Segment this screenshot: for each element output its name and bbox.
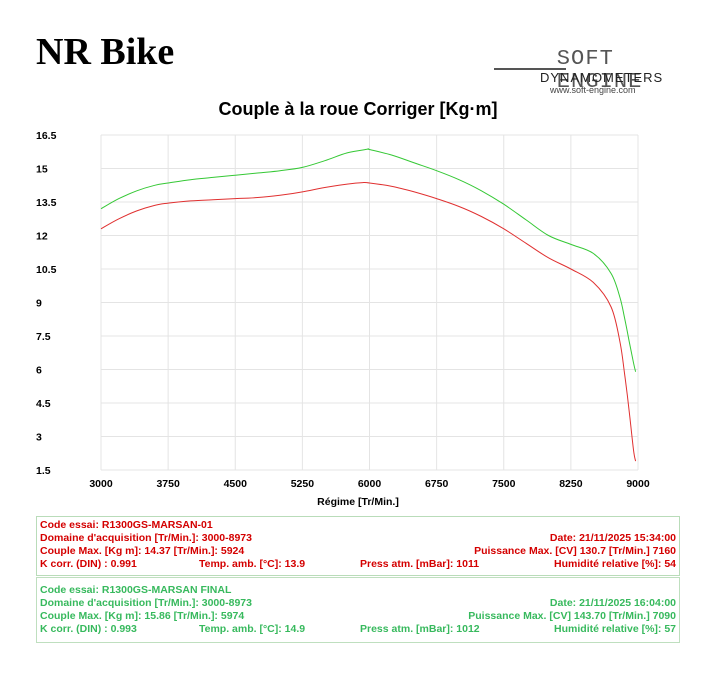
run-1-temp: Temp. amb. [°C]: 13.9: [199, 558, 306, 570]
y-axis-ticks: 16.5 15 13.5 12 10.5 9 7.5 6 4.5 3 1.5: [36, 130, 57, 477]
run-2-press: Press atm. [mBar]: 1012: [360, 623, 480, 635]
run-1-kcorr: K corr. (DIN) : 0.991: [40, 558, 137, 570]
run-2-info: Code essai: R1300GS-MARSAN FINAL Domaine…: [36, 577, 680, 643]
run-1-info: Code essai: R1300GS-MARSAN-01 Domaine d'…: [36, 516, 680, 576]
torque-chart: Couple à la roue Corriger [Kg·m] 16.5151…: [36, 99, 650, 508]
logo-bar: [494, 68, 566, 70]
brand-title: NR Bike: [36, 31, 175, 73]
chart-series: [100, 148, 637, 462]
soft-engine-logo: SOFT ENGINE DYNAMOMETERS www.soft-engine…: [490, 48, 690, 98]
run-2-domaine: Domaine d'acquisition [Tr/Min.]: 3000-89…: [40, 597, 252, 609]
run-2-row-1: Code essai: R1300GS-MARSAN FINAL: [37, 584, 679, 597]
run-2-code: Code essai: R1300GS-MARSAN FINAL: [40, 584, 232, 596]
run-1-press: Press atm. [mBar]: 1011: [360, 558, 480, 570]
chart-grid: [100, 134, 639, 471]
run-1-row-3: Couple Max. [Kg m]: 14.37 [Tr/Min.]: 592…: [37, 545, 679, 558]
y-tick-label: 3: [36, 432, 42, 444]
x-tick-label: 7500: [492, 478, 516, 490]
run-1-domaine: Domaine d'acquisition [Tr/Min.]: 3000-89…: [40, 532, 252, 544]
run-1-row-1: Code essai: R1300GS-MARSAN-01: [37, 519, 679, 532]
x-axis-label: Régime [Tr/Min.]: [317, 496, 399, 508]
run-2-couple: Couple Max. [Kg m]: 15.86 [Tr/Min.]: 597…: [40, 610, 245, 622]
y-tick-label: 6: [36, 365, 42, 377]
run-1-puissance: Puissance Max. [CV] 130.7 [Tr/Min.] 7160: [474, 545, 676, 557]
run-1-row-2: Domaine d'acquisition [Tr/Min.]: 3000-89…: [37, 532, 679, 545]
x-tick-label: 4500: [224, 478, 248, 490]
logo-line-1: SOFT ENGINE: [556, 48, 643, 94]
x-tick-label: 6750: [425, 478, 449, 490]
x-tick-label: 3000: [89, 478, 113, 490]
run-2-humid: Humidité relative [%]: 57: [554, 623, 676, 635]
x-tick-label: 6000: [358, 478, 382, 490]
y-tick-label: 10.5: [36, 264, 57, 276]
run-1-row-4: K corr. (DIN) : 0.991 Temp. amb. [°C]: 1…: [37, 558, 679, 571]
chart-title: Couple à la roue Corriger [Kg·m]: [218, 99, 497, 119]
run-1-date: Date: 21/11/2025 15:34:00: [549, 532, 676, 544]
y-tick-label: 4.5: [36, 398, 51, 410]
x-tick-label: 5250: [291, 478, 315, 490]
x-tick-label: 9000: [626, 478, 650, 490]
run-1-humid: Humidité relative [%]: 54: [554, 558, 676, 570]
run-1-code: Code essai: R1300GS-MARSAN-01: [40, 519, 213, 531]
logo-line-3: www.soft-engine.com: [550, 85, 636, 95]
y-tick-label: 9: [36, 298, 42, 310]
y-tick-label: 1.5: [36, 465, 51, 477]
y-tick-label: 15: [36, 164, 48, 176]
x-axis-ticks: 3000 3750 4500 5250 6000 6750 7500 8250 9000: [89, 478, 650, 490]
y-tick-label: 7.5: [36, 331, 51, 343]
series-line-2: [100, 148, 637, 372]
y-tick-label: 12: [36, 231, 48, 243]
x-tick-label: 3750: [156, 478, 180, 490]
y-tick-label: 16.5: [36, 130, 57, 142]
run-2-row-4: K corr. (DIN) : 0.993 Temp. amb. [°C]: 1…: [37, 623, 679, 636]
run-2-row-3: Couple Max. [Kg m]: 15.86 [Tr/Min.]: 597…: [37, 610, 679, 623]
x-tick-label: 8250: [559, 478, 583, 490]
run-1-couple: Couple Max. [Kg m]: 14.37 [Tr/Min.]: 592…: [40, 545, 245, 557]
run-2-kcorr: K corr. (DIN) : 0.993: [40, 623, 137, 635]
series-line-1: [100, 181, 637, 462]
logo-line-2: DYNAMOMETERS: [540, 70, 664, 85]
run-2-row-2: Domaine d'acquisition [Tr/Min.]: 3000-89…: [37, 597, 679, 610]
run-2-puissance: Puissance Max. [CV] 143.70 [Tr/Min.] 709…: [468, 610, 676, 622]
y-tick-label: 13.5: [36, 197, 57, 209]
run-2-date: Date: 21/11/2025 16:04:00: [549, 597, 676, 609]
run-2-temp: Temp. amb. [°C]: 14.9: [199, 623, 306, 635]
